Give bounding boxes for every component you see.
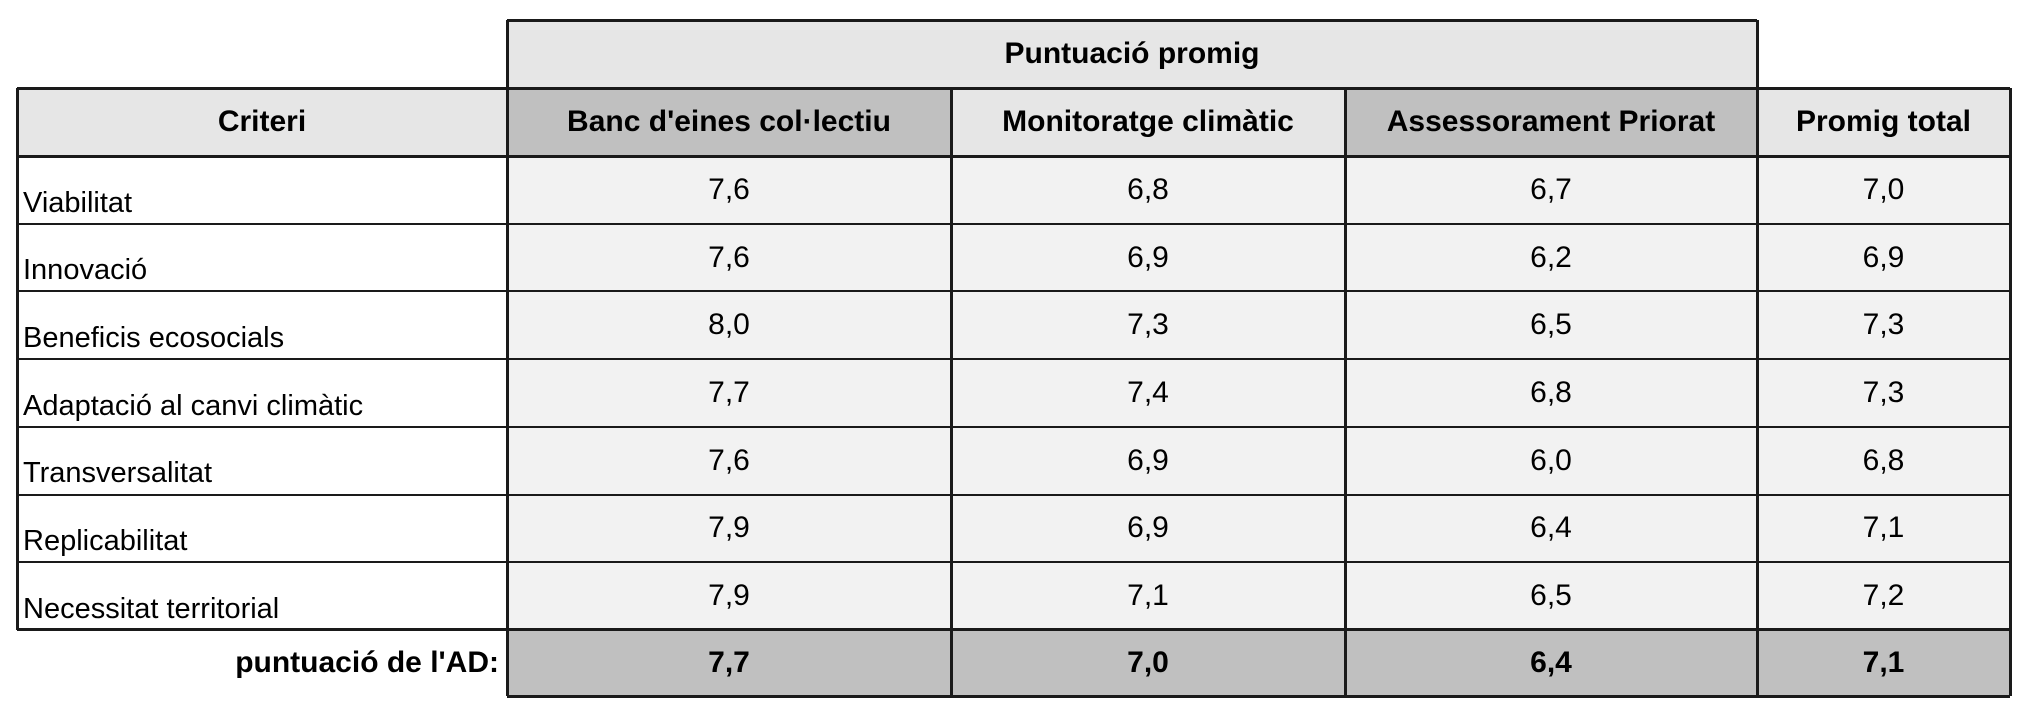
header-monitoratge: Monitoratge climàtic [951,88,1345,156]
footer-value-monitoratge: 7,0 [951,629,1345,696]
value-cell-banc: 7,6 [507,223,951,292]
criteri-cell: Innovació [17,223,507,292]
footer-value-assessorament: 6,4 [1345,629,1757,696]
grid-line [17,425,2010,428]
grid-line [17,222,2010,225]
value-cell-promig: 7,3 [1757,291,2010,360]
value-cell-assessorament: 6,7 [1345,156,1757,224]
value-cell-banc: 8,0 [507,291,951,360]
value-cell-promig: 7,1 [1757,494,2010,563]
header-promig: Promig total [1757,88,2010,156]
grid-line [505,88,509,696]
grid-line [17,493,2010,496]
header-assessorament: Assessorament Priorat [1345,88,1757,156]
value-cell-banc: 7,7 [507,359,951,427]
criteri-cell: Replicabilitat [17,494,507,563]
value-cell-monitoratge: 7,1 [951,562,1345,630]
value-cell-promig: 6,8 [1757,426,2010,495]
grid-line [1343,88,1347,696]
value-cell-assessorament: 6,0 [1345,426,1757,495]
grid-line [17,628,2010,632]
grid-line [507,694,2010,698]
value-cell-promig: 7,3 [1757,359,2010,427]
value-cell-monitoratge: 6,9 [951,426,1345,495]
value-cell-monitoratge: 6,9 [951,494,1345,563]
value-cell-promig: 6,9 [1757,223,2010,292]
value-cell-monitoratge: 6,9 [951,223,1345,292]
grid-line [505,20,509,88]
criteri-cell: Viabilitat [17,156,507,224]
grid-line [15,88,19,630]
footer-label: puntuació de l'AD: [235,645,499,679]
criteri-cell: Necessitat territorial [17,562,507,630]
grid-line [2008,88,2012,696]
grid-line [507,18,1757,22]
criteri-cell: Transversalitat [17,426,507,495]
value-cell-monitoratge: 6,8 [951,156,1345,224]
group-header: Puntuació promig [507,20,1757,88]
grid-line [17,358,2010,361]
grid-line [1755,20,1759,88]
grid-line [17,86,2010,90]
criteri-cell: Beneficis ecosocials [17,291,507,360]
grid-line [17,154,2010,158]
value-cell-monitoratge: 7,3 [951,291,1345,360]
value-cell-banc: 7,9 [507,494,951,563]
value-cell-assessorament: 6,5 [1345,562,1757,630]
grid-line [17,290,2010,293]
value-cell-monitoratge: 7,4 [951,359,1345,427]
grid-line [1755,88,1759,696]
value-cell-assessorament: 6,2 [1345,223,1757,292]
footer-value-banc: 7,7 [507,629,951,696]
value-cell-promig: 7,0 [1757,156,2010,224]
value-cell-assessorament: 6,8 [1345,359,1757,427]
grid-line [17,561,2010,564]
value-cell-banc: 7,6 [507,156,951,224]
value-cell-assessorament: 6,5 [1345,291,1757,360]
header-banc: Banc d'eines col·lectiu [507,88,951,156]
grid-line [949,88,953,696]
value-cell-banc: 7,9 [507,562,951,630]
criteri-cell: Adaptació al canvi climàtic [17,359,507,427]
header-criteri: Criteri [17,88,507,156]
value-cell-promig: 7,2 [1757,562,2010,630]
footer-value-promig: 7,1 [1757,629,2010,696]
value-cell-banc: 7,6 [507,426,951,495]
value-cell-assessorament: 6,4 [1345,494,1757,563]
